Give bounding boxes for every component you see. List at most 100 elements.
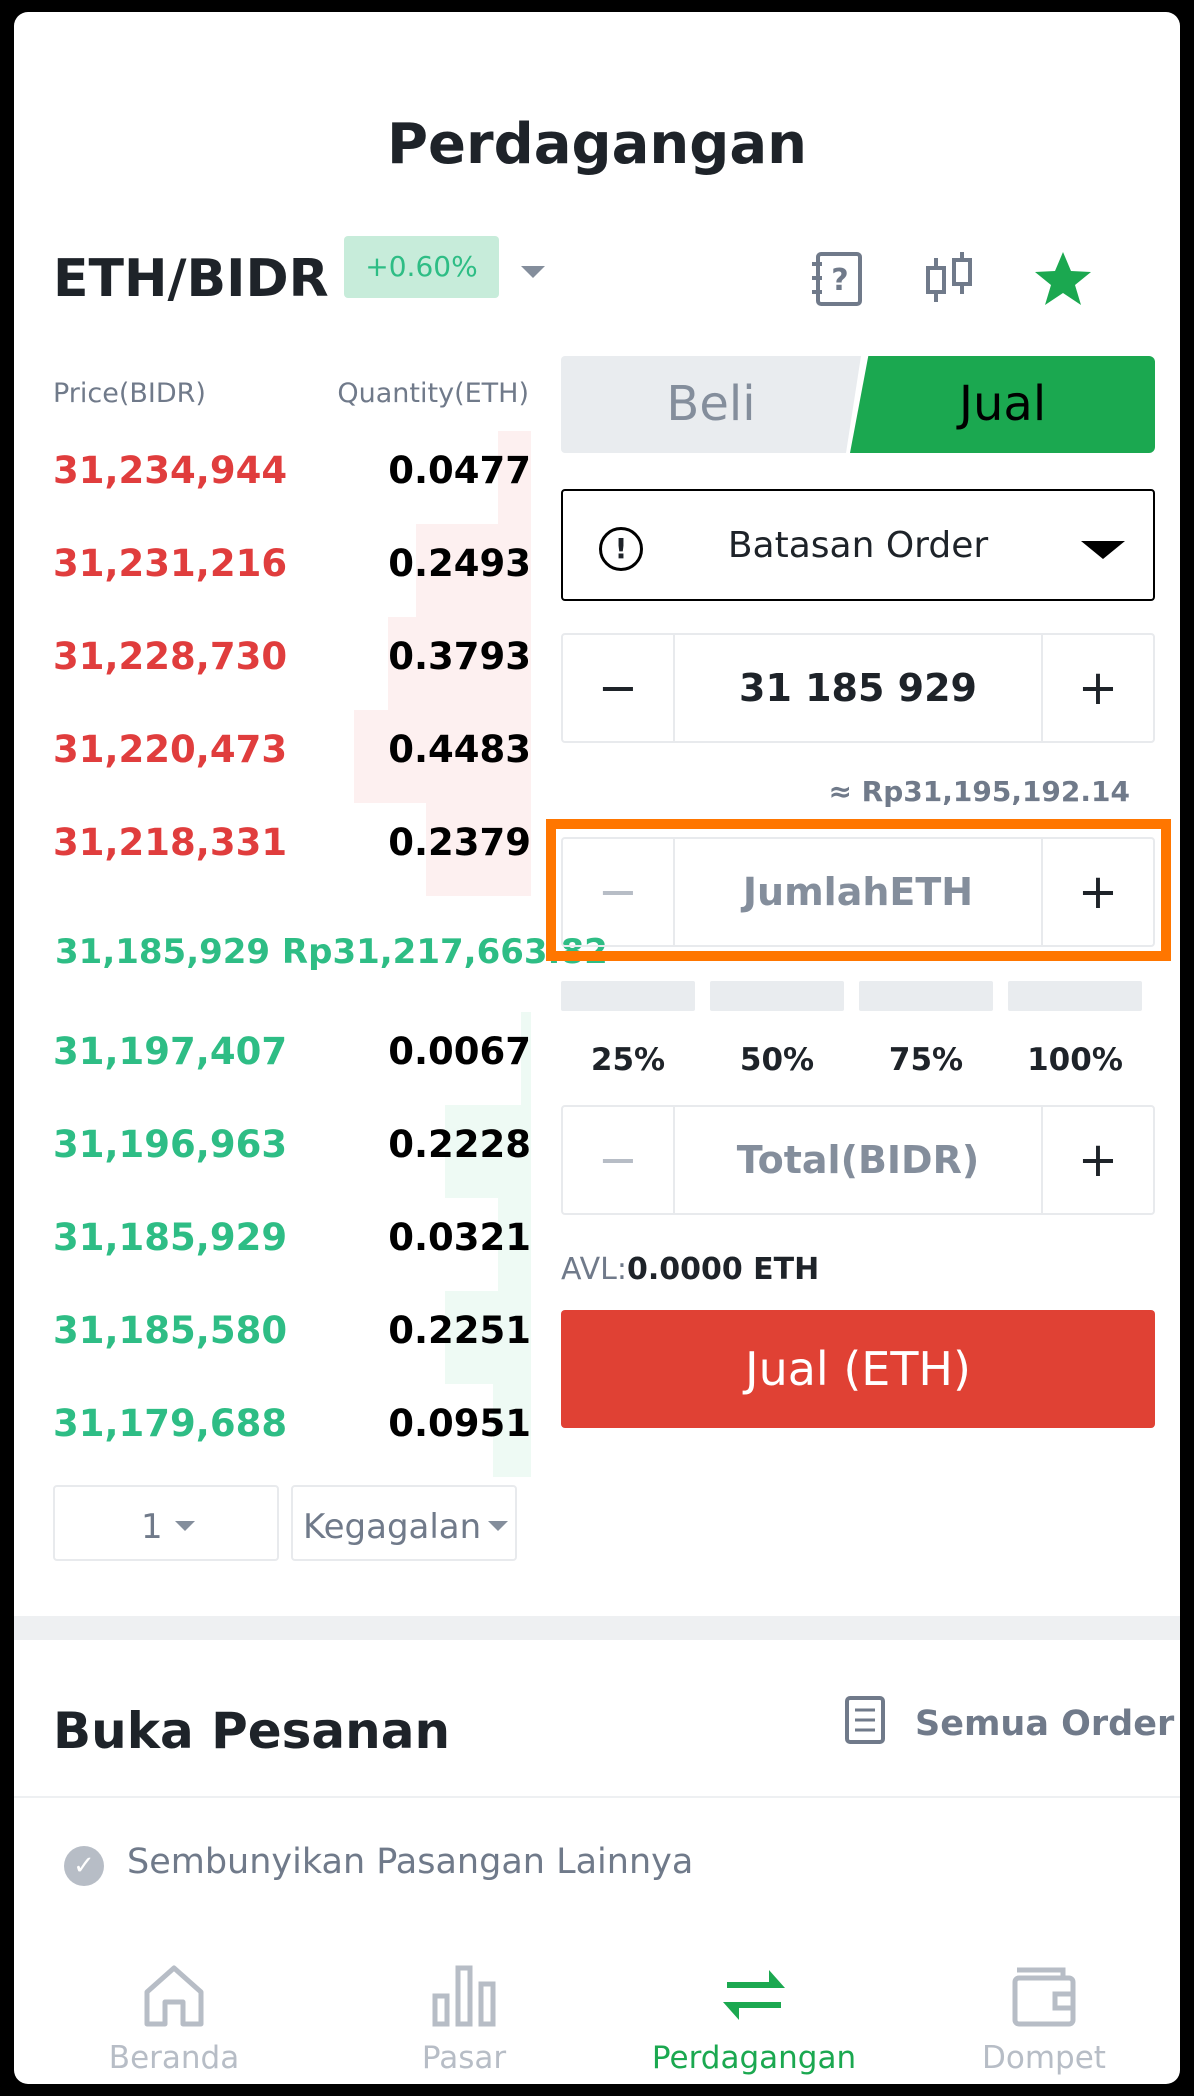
available-balance: AVL:0.0000 ETH <box>561 1252 819 1287</box>
quantity-column-header: Quantity(ETH) <box>337 378 529 409</box>
ask-row[interactable]: 31,234,944 0.0477 <box>53 431 531 524</box>
order-quantity: 0.0067 <box>388 1030 531 1073</box>
amount-decrease-button[interactable]: − <box>563 839 675 945</box>
ask-row[interactable]: 31,218,331 0.2379 <box>53 803 531 896</box>
nav-label: Beranda <box>108 2040 240 2076</box>
bid-row[interactable]: 31,196,963 0.2228 <box>53 1105 531 1198</box>
total-increase-button[interactable]: + <box>1041 1107 1153 1213</box>
percent-bar-50[interactable] <box>710 981 844 1011</box>
price-stepper[interactable]: − 31 185 929 + <box>561 633 1155 743</box>
total-input[interactable]: Total(BIDR) <box>736 1138 980 1182</box>
depth-bar <box>416 524 531 617</box>
percent-100[interactable]: 100% <box>1027 1042 1123 1078</box>
change-badge: +0.60% <box>344 236 499 298</box>
order-quantity: 0.0477 <box>388 449 531 492</box>
nav-label: Pasar <box>421 2040 507 2076</box>
nav-label: Perdagangan <box>651 2040 857 2076</box>
order-price: 31,218,331 <box>53 821 288 864</box>
depth-bar <box>492 1384 531 1477</box>
order-price: 31,185,580 <box>53 1309 288 1352</box>
candlestick-icon[interactable] <box>920 248 982 310</box>
amount-input[interactable]: JumlahETH <box>742 870 974 914</box>
document-list-icon <box>845 1696 885 1744</box>
price-input[interactable]: 31 185 929 <box>739 666 977 710</box>
percent-75[interactable]: 75% <box>888 1042 964 1078</box>
order-price: 31,231,216 <box>53 542 288 585</box>
ask-row[interactable]: 31,220,473 0.4483 <box>53 710 531 803</box>
tab-sell[interactable]: Jual <box>850 356 1155 453</box>
amount-increase-button[interactable]: + <box>1041 839 1153 945</box>
bid-row[interactable]: 31,185,929 0.0321 <box>53 1198 531 1291</box>
chevron-down-icon <box>1081 541 1125 559</box>
ask-row[interactable]: 31,231,216 0.2493 <box>53 524 531 617</box>
last-price[interactable]: 31,185,929 Rp31,217,663.82 <box>55 932 608 972</box>
order-quantity: 0.3793 <box>388 635 531 678</box>
depth-bar <box>387 617 531 710</box>
divider <box>14 1796 1180 1798</box>
app-screen: Perdagangan ETH/BIDR +0.60% ? Price(BIDR… <box>14 12 1180 2084</box>
total-decrease-button[interactable]: − <box>563 1107 675 1213</box>
depth-bar <box>497 1198 531 1291</box>
depth-bar <box>521 1012 531 1105</box>
percent-bar-25[interactable] <box>561 981 695 1011</box>
nav-label: Dompet <box>982 2040 1106 2076</box>
bid-row[interactable]: 31,179,688 0.0951 <box>53 1384 531 1477</box>
section-divider <box>14 1616 1180 1640</box>
open-orders-title: Buka Pesanan <box>53 1702 451 1760</box>
star-icon[interactable] <box>1032 248 1094 310</box>
order-price: 31,228,730 <box>53 635 288 678</box>
order-price: 31,185,929 <box>53 1216 288 1259</box>
bar-chart-icon <box>432 1965 496 2027</box>
question-book-icon[interactable]: ? <box>808 248 870 310</box>
order-price: 31,234,944 <box>53 449 288 492</box>
precision-value: 1 <box>141 1507 163 1547</box>
order-quantity: 0.2379 <box>388 821 531 864</box>
tab-buy[interactable]: Beli <box>561 356 861 453</box>
order-price: 31,197,407 <box>53 1030 288 1073</box>
info-icon[interactable]: ! <box>599 527 643 571</box>
price-increase-button[interactable]: + <box>1041 635 1153 741</box>
svg-text:?: ? <box>831 263 848 298</box>
order-quantity: 0.2251 <box>388 1309 531 1352</box>
percent-bar-100[interactable] <box>1008 981 1142 1011</box>
percent-bar-75[interactable] <box>859 981 993 1011</box>
nav-beranda[interactable]: Beranda <box>64 1960 284 2080</box>
order-quantity: 0.2228 <box>388 1123 531 1166</box>
nav-pasar[interactable]: Pasar <box>354 1960 574 2080</box>
depth-mode-select[interactable]: Kegagalan <box>291 1485 517 1561</box>
percent-25[interactable]: 25% <box>590 1042 666 1078</box>
checkmark-icon[interactable]: ✓ <box>64 1846 104 1886</box>
chevron-down-icon <box>488 1521 508 1531</box>
percent-50[interactable]: 50% <box>739 1042 815 1078</box>
bid-row[interactable]: 31,185,580 0.2251 <box>53 1291 531 1384</box>
price-decrease-button[interactable]: − <box>563 635 675 741</box>
page-title: Perdagangan <box>387 112 807 177</box>
depth-bar <box>497 431 531 524</box>
precision-select[interactable]: 1 <box>53 1485 279 1561</box>
chevron-down-icon <box>175 1521 195 1531</box>
order-quantity: 0.0951 <box>388 1402 531 1445</box>
bid-row[interactable]: 31,197,407 0.0067 <box>53 1012 531 1105</box>
pair-selector[interactable]: ETH/BIDR <box>53 249 329 309</box>
total-stepper[interactable]: − Total(BIDR) + <box>561 1105 1155 1215</box>
nav-dompet[interactable]: Dompet <box>934 1960 1154 2080</box>
order-price: 31,220,473 <box>53 728 288 771</box>
approx-value: ≈ Rp31,195,192.14 <box>828 775 1130 808</box>
depth-mode-value: Kegagalan <box>303 1507 482 1547</box>
home-icon <box>144 1965 204 2027</box>
chevron-down-icon[interactable] <box>521 266 545 278</box>
order-type-select[interactable]: ! Batasan Order <box>561 489 1155 601</box>
available-value: 0.0000 ETH <box>626 1252 820 1287</box>
hide-other-pairs-label[interactable]: Sembunyikan Pasangan Lainnya <box>127 1842 694 1882</box>
available-label: AVL: <box>561 1252 627 1287</box>
order-price: 31,179,688 <box>53 1402 288 1445</box>
ask-row[interactable]: 31,228,730 0.3793 <box>53 617 531 710</box>
depth-bar <box>425 803 531 896</box>
amount-stepper[interactable]: − JumlahETH + <box>561 837 1155 947</box>
all-orders-link[interactable]: Semua Order <box>843 1694 1174 1755</box>
order-price: 31,196,963 <box>53 1123 288 1166</box>
order-quantity: 0.4483 <box>388 728 531 771</box>
nav-perdagangan[interactable]: Perdagangan <box>644 1960 864 2080</box>
highlight-box <box>546 819 1171 961</box>
sell-button[interactable]: Jual (ETH) <box>561 1310 1155 1428</box>
